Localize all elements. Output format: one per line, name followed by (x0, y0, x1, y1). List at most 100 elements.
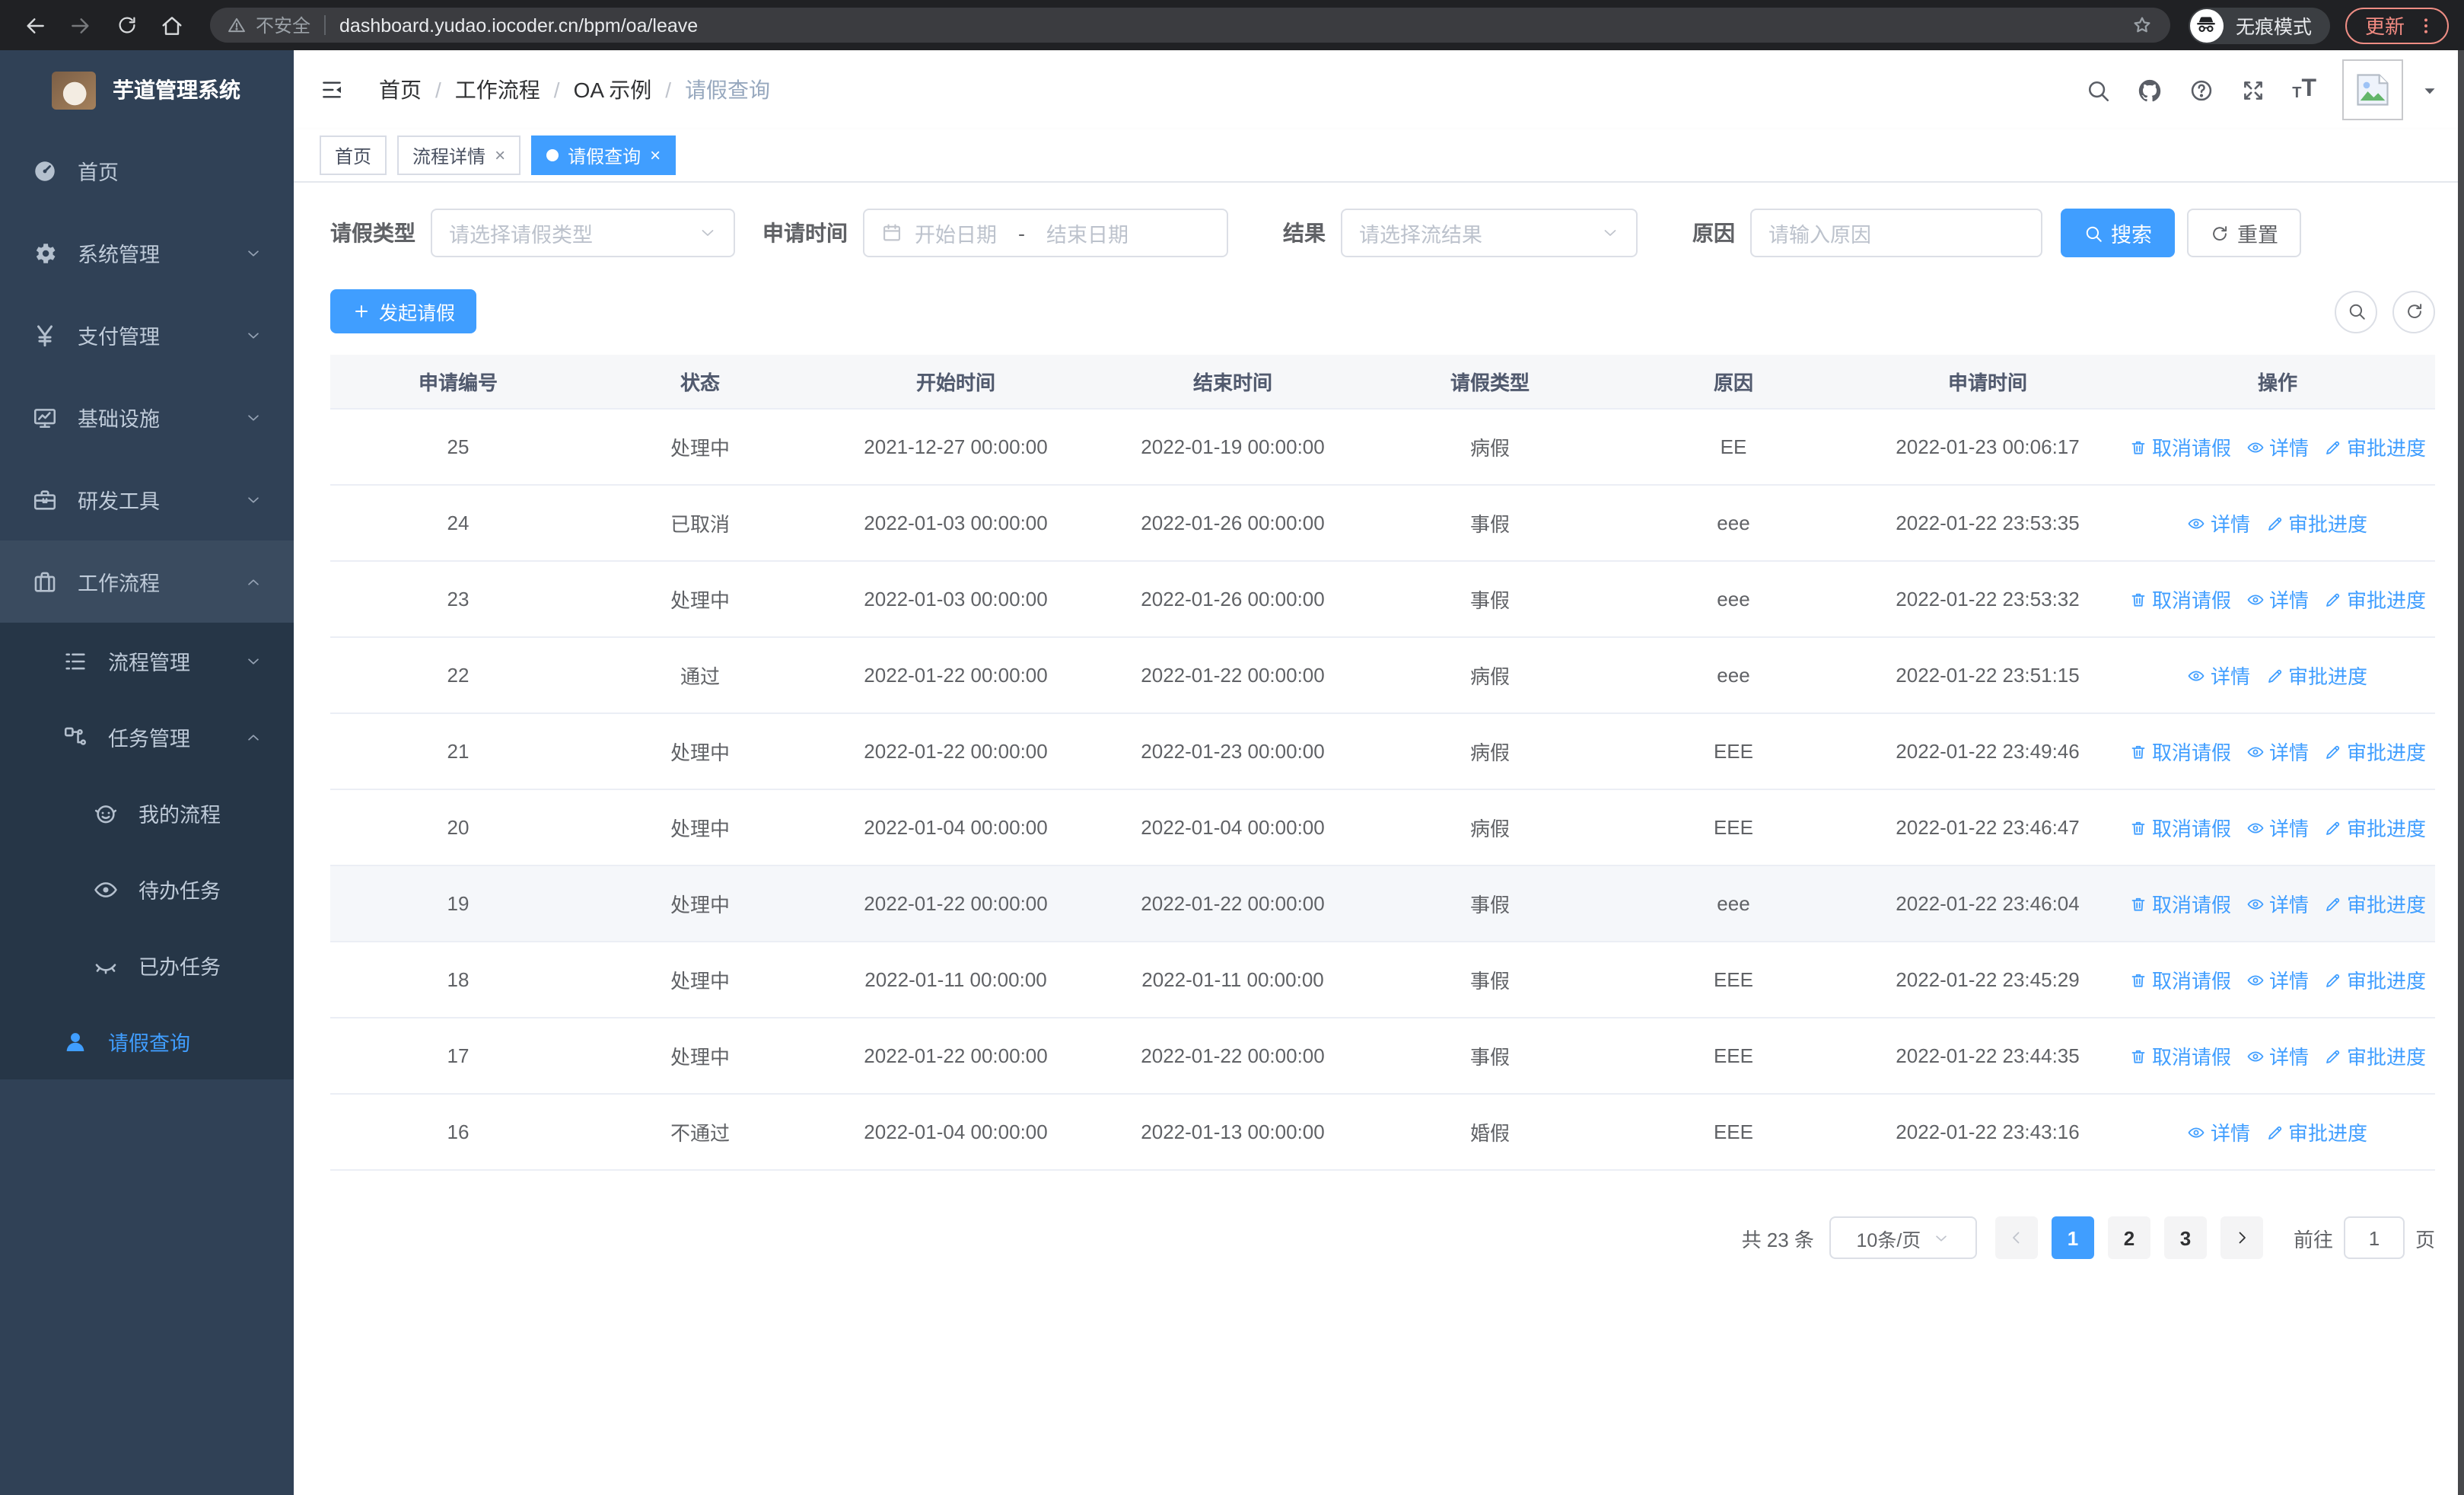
cell-leave-type: 事假 (1368, 942, 1612, 1018)
reason-input[interactable]: 请输入原因 (1750, 209, 2042, 257)
action-detail-link[interactable]: 详情 (2188, 508, 2250, 537)
sidebar-item-leave-query[interactable]: 请假查询 (0, 1003, 294, 1079)
chevron-up-icon (245, 728, 262, 745)
cell-leave-type: 事假 (1368, 561, 1612, 638)
action-detail-link[interactable]: 详情 (2246, 965, 2309, 994)
action-detail-link[interactable]: 详情 (2188, 661, 2250, 690)
prev-page-button[interactable] (1994, 1216, 2038, 1259)
sidebar-item-todo-tasks[interactable]: 待办任务 (0, 851, 294, 927)
tab-home[interactable]: 首页 (320, 135, 387, 175)
action-progress-link[interactable]: 审批进度 (2265, 508, 2367, 537)
action-detail-link[interactable]: 详情 (2246, 889, 2309, 918)
action-detail-link[interactable]: 详情 (2246, 432, 2309, 461)
avatar-caret-down-icon[interactable] (2420, 80, 2440, 100)
action-progress-link[interactable]: 审批进度 (2324, 432, 2426, 461)
cell-start-time: 2022-01-04 00:00:00 (814, 789, 1097, 866)
sidebar-item-process-mgmt[interactable]: 流程管理 (0, 623, 294, 699)
sidebar-item-home[interactable]: 首页 (0, 129, 294, 212)
tab-leave-query[interactable]: 请假查询 × (531, 135, 676, 175)
action-cancel-link[interactable]: 取消请假 (2129, 585, 2231, 614)
action-cancel-link[interactable]: 取消请假 (2129, 1041, 2231, 1070)
action-cancel-link[interactable]: 取消请假 (2129, 813, 2231, 842)
filter-form: 请假类型 请选择请假类型 申请时间 开始日期 - 结束日期 结果 请选择流结果 (330, 209, 2435, 257)
sidebar-item-done-tasks[interactable]: 已办任务 (0, 927, 294, 1003)
search-button[interactable]: 搜索 (2061, 209, 2175, 257)
browser-menu-dots-icon[interactable] (2415, 14, 2437, 36)
breadcrumb-item[interactable]: OA 示例 (573, 78, 652, 102)
next-page-button[interactable] (2220, 1216, 2263, 1259)
update-button[interactable]: 更新 (2345, 7, 2449, 43)
cell-end-time: 2022-01-23 00:00:00 (1097, 713, 1368, 790)
leave-type-select[interactable]: 请选择请假类型 (431, 209, 735, 257)
sidebar-collapse-icon[interactable] (320, 78, 344, 102)
table-refresh-button[interactable] (2392, 290, 2435, 333)
tab-close-icon[interactable]: × (650, 145, 661, 166)
browser-home-icon[interactable] (152, 5, 192, 45)
sidebar-item-label: 工作流程 (78, 572, 160, 595)
browser-forward-icon[interactable] (61, 5, 100, 45)
action-detail-link[interactable]: 详情 (2246, 737, 2309, 766)
browser-scrollbar[interactable] (2458, 50, 2464, 1495)
cell-id: 19 (330, 865, 586, 942)
action-detail-link[interactable]: 详情 (2246, 585, 2309, 614)
page-size-select[interactable]: 10条/页 (1829, 1216, 1977, 1259)
action-progress-link[interactable]: 审批进度 (2324, 737, 2426, 766)
action-detail-link[interactable]: 详情 (2188, 1117, 2250, 1146)
action-progress-link[interactable]: 审批进度 (2265, 1117, 2367, 1146)
github-icon[interactable] (2137, 77, 2163, 103)
page-button-1[interactable]: 1 (2051, 1216, 2094, 1259)
help-icon[interactable] (2189, 77, 2214, 103)
browser-reload-icon[interactable] (107, 5, 146, 45)
column-header: 开始时间 (814, 355, 1097, 410)
bookmark-star-icon[interactable] (2131, 14, 2154, 37)
action-progress-link[interactable]: 审批进度 (2324, 585, 2426, 614)
sidebar-item-payment[interactable]: 支付管理 (0, 294, 294, 376)
action-progress-link[interactable]: 审批进度 (2324, 1041, 2426, 1070)
user-avatar[interactable] (2342, 59, 2403, 120)
action-progress-link[interactable]: 审批进度 (2324, 889, 2426, 918)
fullscreen-icon[interactable] (2240, 77, 2266, 103)
url-bar[interactable]: 不安全 dashboard.yudao.iocoder.cn/bpm/oa/le… (210, 8, 2170, 43)
sidebar-item-my-process[interactable]: 我的流程 (0, 775, 294, 851)
sidebar-item-infrastructure[interactable]: 基础设施 (0, 376, 294, 458)
header-search-icon[interactable] (2085, 77, 2111, 103)
tab-close-icon[interactable]: × (495, 145, 506, 166)
result-select[interactable]: 请选择流结果 (1341, 209, 1638, 257)
sidebar-item-task-mgmt[interactable]: 任务管理 (0, 699, 294, 775)
action-progress-link[interactable]: 审批进度 (2324, 813, 2426, 842)
chevron-down-icon (245, 244, 262, 261)
action-cancel-link[interactable]: 取消请假 (2129, 889, 2231, 918)
page-button-2[interactable]: 2 (2107, 1216, 2150, 1259)
eye-icon (2246, 742, 2265, 760)
apply-time-range-picker[interactable]: 开始日期 - 结束日期 (863, 209, 1228, 257)
action-label: 审批进度 (2288, 665, 2368, 688)
cell-status: 通过 (586, 637, 814, 714)
table-row: 19 处理中 2022-01-22 00:00:00 2022-01-22 00:00… (330, 865, 2435, 942)
breadcrumb-item[interactable]: 首页 (379, 78, 422, 102)
reset-button[interactable]: 重置 (2187, 209, 2301, 257)
page-button-3[interactable]: 3 (2163, 1216, 2207, 1259)
cell-apply-time: 2022-01-22 23:53:32 (1855, 561, 2120, 638)
sidebar-item-workflow[interactable]: 工作流程 (0, 540, 294, 623)
search-icon (2346, 301, 2366, 321)
action-cancel-link[interactable]: 取消请假 (2129, 737, 2231, 766)
sidebar-item-system[interactable]: 系统管理 (0, 212, 294, 294)
action-detail-link[interactable]: 详情 (2246, 1041, 2309, 1070)
action-cancel-link[interactable]: 取消请假 (2129, 432, 2231, 461)
cell-leave-type: 病假 (1368, 713, 1612, 790)
sidebar-item-devtools[interactable]: 研发工具 (0, 458, 294, 540)
tab-process-detail[interactable]: 流程详情 × (397, 135, 521, 175)
action-progress-link[interactable]: 审批进度 (2265, 661, 2367, 690)
browser-back-icon[interactable] (15, 5, 55, 45)
apply-time-label: 申请时间 (762, 221, 848, 245)
action-progress-link[interactable]: 审批进度 (2324, 965, 2426, 994)
action-cancel-link[interactable]: 取消请假 (2129, 965, 2231, 994)
cell-actions: 取消请假 详情 审批进度 (2120, 942, 2435, 1018)
action-detail-link[interactable]: 详情 (2246, 813, 2309, 842)
breadcrumb-item[interactable]: 工作流程 (454, 78, 540, 102)
create-leave-button[interactable]: 发起请假 (330, 289, 477, 333)
table-search-toggle-button[interactable] (2335, 290, 2377, 333)
column-header: 申请编号 (330, 355, 586, 410)
goto-page-input[interactable]: 1 (2343, 1216, 2405, 1259)
